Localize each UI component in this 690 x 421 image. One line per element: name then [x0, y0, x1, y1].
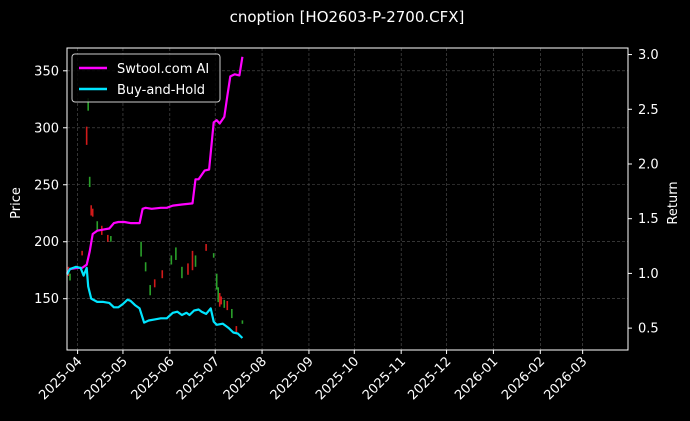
x-tick-label: 2026-01: [452, 354, 501, 403]
y-right-tick-label: 1.5: [638, 212, 659, 227]
candle: [226, 300, 229, 311]
candle: [220, 296, 223, 305]
series-line-buy-and-hold: [66, 265, 244, 339]
y-left-tick-label: 300: [34, 121, 59, 136]
candle: [140, 241, 142, 257]
y-right-tick-label: 1.0: [638, 267, 659, 282]
x-tick-label: 2025-09: [268, 354, 317, 403]
candle: [241, 320, 244, 324]
y-left-tick-label: 350: [34, 64, 59, 79]
candle: [90, 205, 92, 216]
candle: [153, 279, 156, 288]
candle: [235, 326, 238, 333]
candle: [144, 262, 147, 272]
x-tick-label: 2025-10: [313, 354, 362, 403]
y-right-tick-label: 2.5: [638, 103, 659, 118]
chart-title: cnoption [HO2603-P-2700.CFX]: [230, 8, 465, 26]
candle: [81, 250, 83, 256]
candle: [205, 244, 207, 251]
y-axis-right-label: Return: [666, 181, 681, 224]
y-left-tick-label: 200: [34, 235, 59, 250]
candle: [85, 126, 88, 145]
candle: [175, 247, 177, 260]
grid-lines: [67, 48, 628, 350]
x-tick-label: 2025-04: [36, 354, 85, 403]
candle: [223, 299, 226, 308]
candle: [107, 234, 109, 242]
candle: [231, 308, 233, 319]
candle: [88, 176, 91, 188]
candle: [194, 255, 197, 267]
candle: [69, 273, 71, 281]
x-tick-label: 2025-08: [221, 354, 270, 403]
candle: [91, 208, 94, 217]
legend: Swtool.com AI Buy-and-Hold: [71, 53, 221, 103]
candlesticks: [67, 98, 244, 333]
y-axis-left: 150 200 250 300 350: [34, 64, 67, 307]
x-axis: 2025-042025-052025-062025-072025-082025-…: [36, 350, 590, 403]
x-tick-label: 2025-12: [405, 354, 454, 403]
y-right-tick-label: 0.5: [638, 322, 659, 337]
x-tick-label: 2025-05: [82, 354, 131, 403]
y-left-tick-label: 250: [34, 178, 59, 193]
y-right-tick-label: 2.0: [638, 157, 659, 172]
candle: [187, 263, 189, 275]
legend-box: [71, 53, 221, 103]
plot-frame: [66, 47, 629, 351]
x-tick-label: 2026-03: [541, 354, 590, 403]
candle: [212, 253, 215, 258]
y-right-tick-label: 3.0: [638, 48, 659, 63]
y-axis-left-label: Price: [9, 187, 24, 219]
candle: [110, 236, 112, 242]
candle: [181, 266, 183, 279]
x-tick-label: 2025-07: [174, 354, 223, 403]
candle: [217, 287, 220, 303]
candle: [191, 250, 194, 271]
series-line-swtool: [66, 56, 244, 275]
candle: [215, 273, 218, 290]
y-axis-right: 0.5 1.0 1.5 2.0 2.5 3.0: [628, 48, 659, 337]
candle: [170, 255, 173, 265]
legend-label-buy-and-hold: Buy-and-Hold: [117, 83, 205, 98]
x-tick-label: 2025-11: [360, 354, 409, 403]
candle: [96, 221, 99, 231]
candle: [149, 285, 151, 296]
candle: [218, 293, 221, 307]
series-lines: [66, 56, 244, 339]
legend-label-swtool: Swtool.com AI: [117, 62, 209, 77]
candle: [161, 270, 164, 279]
candle: [87, 98, 89, 111]
y-left-tick-label: 150: [34, 292, 59, 307]
x-tick-label: 2025-06: [129, 354, 178, 403]
x-tick-label: 2026-02: [499, 354, 548, 403]
